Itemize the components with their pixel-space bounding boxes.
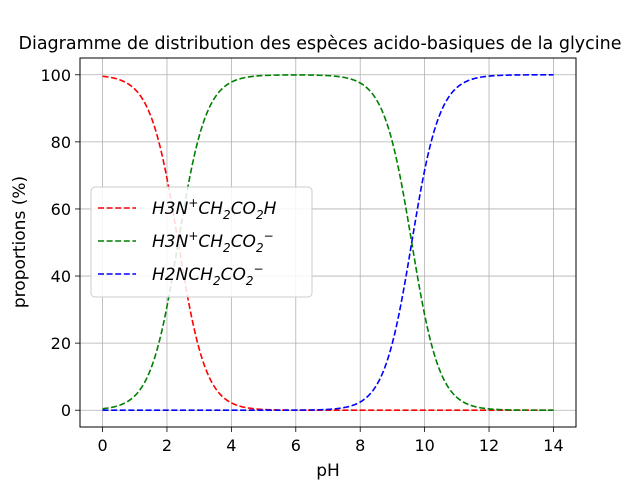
legend-label-part: CO (231, 199, 256, 219)
legend-label-part: 2 (223, 241, 231, 255)
legend-label-part: 2 (256, 208, 264, 222)
legend-label-part: − (264, 229, 274, 243)
legend-label-part: CO (221, 265, 246, 285)
y-axis: 0 20 40 60 80 100 (40, 66, 80, 420)
legend-label-part: 2 (223, 208, 231, 222)
x-tick-label: 10 (414, 436, 434, 455)
x-tick-label: 2 (162, 436, 172, 455)
legend-label: H3N+CH2CO2− (152, 229, 274, 255)
legend-label: H3N+CH2CO2H (152, 196, 277, 222)
legend-label-part: H3N (152, 199, 189, 219)
x-tick-label: 12 (479, 436, 499, 455)
legend-box (90, 186, 313, 298)
legend-label-part: + (188, 196, 198, 210)
series-line-3 (102, 73, 554, 412)
y-tick-label: 80 (51, 133, 71, 152)
x-tick-label: 4 (226, 436, 236, 455)
legend-label-part: H (264, 199, 277, 219)
legend-label-part: 2 (213, 274, 221, 288)
x-axis: 0 2 4 6 8 10 12 14 (97, 427, 564, 455)
y-tick-label: 100 (40, 66, 71, 85)
x-tick-label: 8 (355, 436, 365, 455)
y-tick-label: 40 (51, 267, 71, 286)
legend-label-part: CH (198, 199, 223, 219)
y-tick-label: 20 (51, 334, 71, 353)
chart-title: Diagramme de distribution des espèces ac… (19, 34, 622, 54)
legend-label: H2NCH2CO2− (152, 262, 264, 288)
x-tick-label: 0 (97, 436, 107, 455)
legend-label-part: H2NCH (152, 265, 213, 285)
legend-label-part: 2 (246, 274, 254, 288)
x-tick-label: 14 (543, 436, 563, 455)
y-axis-label: proportions (%) (10, 176, 30, 308)
legend-label-part: − (254, 262, 264, 276)
plot-frame (79, 57, 577, 428)
x-axis-label: pH (316, 461, 340, 480)
legend-label-part: 2 (256, 241, 264, 255)
legend-label-part: CH (198, 232, 223, 252)
legend-label-part: + (188, 229, 198, 243)
y-tick-label: 0 (61, 401, 71, 420)
x-tick-label: 6 (291, 436, 301, 455)
legend-label-part: CO (231, 232, 256, 252)
legend-label-part: H3N (152, 232, 189, 252)
y-tick-label: 60 (51, 200, 71, 219)
